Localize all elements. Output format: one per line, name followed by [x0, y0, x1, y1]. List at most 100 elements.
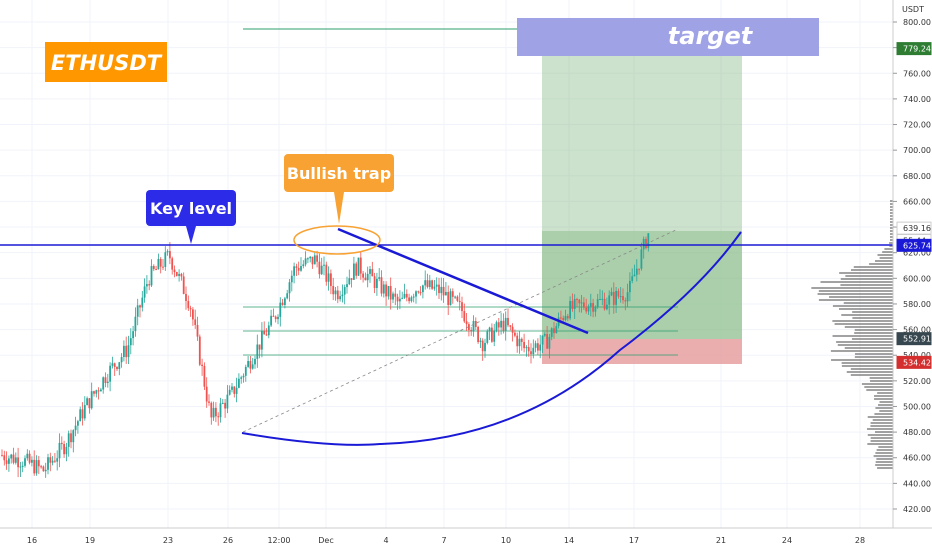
candle-body [97, 390, 100, 392]
volume-profile-bar [873, 455, 893, 457]
candle-body [31, 459, 33, 463]
candle-body [150, 266, 153, 286]
time-axis[interactable]: 16 19 23 26 12:00 Dec 4 7 10 14 17 21 24 28 [27, 536, 865, 545]
price-tag-label: 639.16 [903, 224, 931, 233]
price-axis[interactable]: 420.00 440.00 460.00 480.00 500.00 520.00 540.… [893, 18, 931, 514]
candle-body [341, 294, 344, 297]
volume-profile-bar [832, 320, 893, 322]
volume-profile-bar [867, 443, 893, 445]
candle-body [175, 272, 178, 276]
candle-body [560, 317, 562, 319]
candle-body [606, 304, 608, 310]
candle-body [447, 291, 450, 306]
cup-curve[interactable] [241, 231, 742, 446]
volume-profile-bar [841, 314, 893, 316]
candle-body [373, 276, 376, 288]
candle-body [284, 298, 286, 305]
candle-body [493, 330, 496, 342]
candle-body [210, 402, 213, 418]
volume-profile-bar [875, 452, 893, 454]
candle-body [219, 403, 222, 418]
candle-body [504, 317, 507, 331]
volume-profile-bar [876, 449, 893, 451]
candle-body [548, 336, 551, 349]
candle-body [21, 465, 24, 467]
candle-body [357, 257, 360, 276]
volume-profile-bar [890, 206, 893, 208]
candle-body [343, 287, 346, 295]
candle-body [309, 256, 312, 259]
candle-body [458, 300, 461, 303]
candle-body [440, 286, 443, 294]
key-level-pointer [186, 226, 196, 244]
volume-profile-bar [877, 254, 893, 256]
y-tick-label: 660.00 [903, 197, 931, 206]
volume-profile-bar [854, 329, 893, 331]
key-level-label: Key level [150, 199, 232, 218]
candle-body [272, 315, 275, 317]
candle-body [525, 347, 528, 349]
candle-body [249, 361, 252, 369]
volume-profile-bar [869, 377, 893, 379]
candle-body [463, 311, 466, 322]
volume-profile-bar [890, 227, 893, 229]
candle-body [587, 306, 590, 312]
candle-body [235, 387, 238, 394]
candle-body [346, 284, 348, 288]
candle-body [546, 334, 548, 349]
candle-body [40, 466, 42, 468]
volume-profile-bar [890, 233, 893, 235]
volume-profile-bar [846, 371, 893, 373]
volume-profile-bar [890, 209, 893, 211]
candle-body [67, 433, 70, 447]
candle-body [47, 457, 49, 470]
candle-body [166, 251, 169, 253]
y-tick-label: 620.00 [903, 249, 931, 258]
volume-profile-bar [876, 458, 893, 460]
volume-profile-bar [836, 341, 893, 343]
candle-body [380, 277, 383, 294]
volume-profile-bar [851, 338, 893, 340]
candle-body [162, 266, 164, 268]
x-tick-label: Dec [318, 536, 333, 545]
profit-zone [542, 231, 742, 339]
candle-body [451, 291, 454, 297]
y-tick-label: 720.00 [903, 121, 931, 130]
candle-body [35, 460, 38, 474]
volume-profile-bar [832, 335, 893, 337]
candle-body [182, 276, 185, 294]
candle-body [49, 457, 52, 463]
candle-body [610, 291, 613, 296]
candle-body [371, 269, 374, 277]
y-tick-label: 700.00 [903, 146, 931, 155]
candle-body [592, 303, 594, 312]
y-tick-label: 440.00 [903, 479, 931, 488]
candle-body [412, 296, 415, 298]
candle-body [573, 299, 576, 309]
candle-body [178, 273, 180, 276]
volume-profile-bar [879, 257, 893, 259]
candle-body [624, 300, 627, 302]
candle-body [201, 364, 203, 366]
volume-profile-bar [834, 323, 893, 325]
candle-body [426, 280, 429, 287]
volume-profile-bar [890, 221, 893, 223]
candle-body [550, 328, 553, 337]
candle-body [635, 268, 638, 275]
candle-body [56, 458, 59, 462]
candle-body [60, 442, 63, 445]
y-tick-label: 740.00 [903, 95, 931, 104]
candle-body [601, 298, 604, 300]
descending-trendline[interactable] [337, 227, 589, 335]
candle-body [281, 302, 284, 305]
candle-body [192, 309, 194, 320]
candle-body [470, 330, 473, 332]
volume-profile-bar [869, 263, 893, 265]
candle-body [116, 366, 118, 370]
candle-body [104, 377, 107, 384]
candle-body [139, 305, 141, 308]
candle-body [433, 286, 436, 289]
candle-body [127, 345, 130, 358]
candle-body [286, 293, 289, 299]
